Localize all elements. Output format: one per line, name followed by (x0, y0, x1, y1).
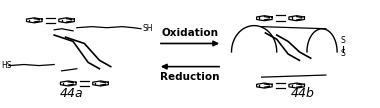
Text: SH: SH (143, 24, 154, 33)
Text: S: S (341, 49, 346, 58)
Text: S: S (341, 37, 346, 45)
Text: 44a: 44a (59, 87, 83, 100)
Text: 44b: 44b (291, 87, 315, 100)
Text: Reduction: Reduction (160, 72, 220, 82)
Text: HS: HS (2, 61, 12, 70)
Text: Oxidation: Oxidation (162, 28, 218, 38)
